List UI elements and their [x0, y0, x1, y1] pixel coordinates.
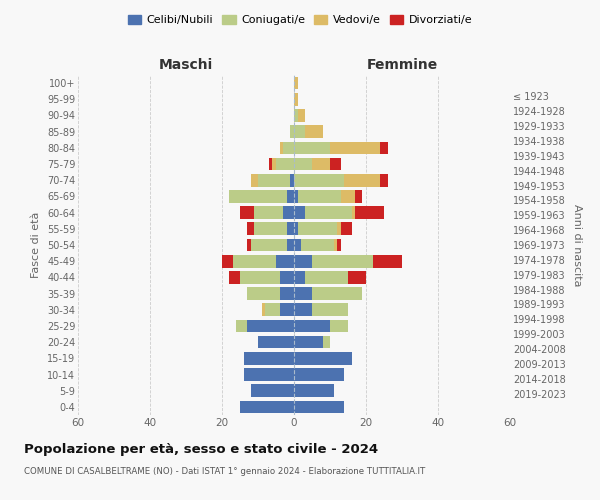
- Bar: [294, 304, 312, 316]
- Bar: [341, 190, 355, 202]
- Bar: [247, 238, 251, 252]
- Bar: [258, 174, 290, 186]
- Bar: [294, 336, 323, 348]
- Bar: [352, 206, 355, 219]
- Bar: [240, 271, 280, 283]
- Y-axis label: Fasce di età: Fasce di età: [31, 212, 41, 278]
- Bar: [294, 158, 312, 170]
- Text: Femmine: Femmine: [367, 58, 437, 72]
- Bar: [294, 206, 305, 219]
- Bar: [247, 222, 254, 235]
- Bar: [373, 255, 402, 268]
- Bar: [348, 271, 366, 283]
- Bar: [380, 142, 388, 154]
- Bar: [254, 206, 283, 219]
- Bar: [276, 158, 294, 170]
- Bar: [287, 238, 294, 252]
- Bar: [305, 271, 348, 283]
- Bar: [262, 304, 265, 316]
- Bar: [280, 288, 294, 300]
- Text: Popolazione per età, sesso e stato civile - 2024: Popolazione per età, sesso e stato civil…: [24, 442, 378, 456]
- Bar: [283, 142, 294, 154]
- Bar: [294, 368, 344, 381]
- Bar: [276, 255, 294, 268]
- Text: COMUNE DI CASALBELTRAME (NO) - Dati ISTAT 1° gennaio 2024 - Elaborazione TUTTITA: COMUNE DI CASALBELTRAME (NO) - Dati ISTA…: [24, 468, 425, 476]
- Bar: [355, 190, 362, 202]
- Bar: [380, 174, 388, 186]
- Bar: [287, 222, 294, 235]
- Bar: [265, 304, 280, 316]
- Bar: [294, 400, 344, 413]
- Bar: [337, 238, 341, 252]
- Bar: [251, 174, 258, 186]
- Bar: [305, 206, 352, 219]
- Text: Maschi: Maschi: [159, 58, 213, 72]
- Bar: [280, 271, 294, 283]
- Bar: [294, 255, 312, 268]
- Bar: [244, 368, 294, 381]
- Bar: [247, 288, 280, 300]
- Bar: [355, 206, 384, 219]
- Bar: [294, 93, 298, 106]
- Bar: [294, 271, 305, 283]
- Bar: [240, 400, 294, 413]
- Bar: [247, 320, 294, 332]
- Bar: [269, 158, 272, 170]
- Bar: [294, 288, 312, 300]
- Bar: [330, 320, 348, 332]
- Bar: [236, 320, 247, 332]
- Bar: [337, 222, 341, 235]
- Bar: [294, 384, 334, 397]
- Bar: [301, 238, 334, 252]
- Bar: [251, 384, 294, 397]
- Bar: [305, 126, 323, 138]
- Bar: [312, 288, 362, 300]
- Bar: [294, 142, 330, 154]
- Bar: [323, 336, 330, 348]
- Bar: [294, 320, 330, 332]
- Bar: [283, 206, 294, 219]
- Bar: [280, 304, 294, 316]
- Bar: [341, 222, 352, 235]
- Bar: [312, 304, 348, 316]
- Bar: [312, 158, 330, 170]
- Bar: [222, 255, 233, 268]
- Legend: Celibi/Nubili, Coniugati/e, Vedovi/e, Divorziati/e: Celibi/Nubili, Coniugati/e, Vedovi/e, Di…: [124, 10, 476, 30]
- Bar: [298, 190, 341, 202]
- Bar: [330, 142, 380, 154]
- Bar: [344, 174, 380, 186]
- Bar: [229, 271, 240, 283]
- Bar: [229, 190, 287, 202]
- Bar: [294, 238, 301, 252]
- Bar: [251, 238, 287, 252]
- Bar: [294, 109, 298, 122]
- Bar: [272, 158, 276, 170]
- Bar: [298, 109, 305, 122]
- Bar: [258, 336, 294, 348]
- Bar: [294, 126, 305, 138]
- Bar: [294, 190, 298, 202]
- Bar: [287, 190, 294, 202]
- Bar: [233, 255, 276, 268]
- Bar: [298, 222, 337, 235]
- Bar: [294, 77, 298, 90]
- Bar: [280, 142, 283, 154]
- Bar: [312, 255, 373, 268]
- Bar: [294, 174, 344, 186]
- Y-axis label: Anni di nascita: Anni di nascita: [572, 204, 583, 286]
- Bar: [290, 126, 294, 138]
- Bar: [294, 222, 298, 235]
- Bar: [240, 206, 254, 219]
- Bar: [290, 174, 294, 186]
- Bar: [244, 352, 294, 364]
- Bar: [254, 222, 287, 235]
- Bar: [330, 158, 341, 170]
- Bar: [294, 352, 352, 364]
- Bar: [334, 238, 337, 252]
